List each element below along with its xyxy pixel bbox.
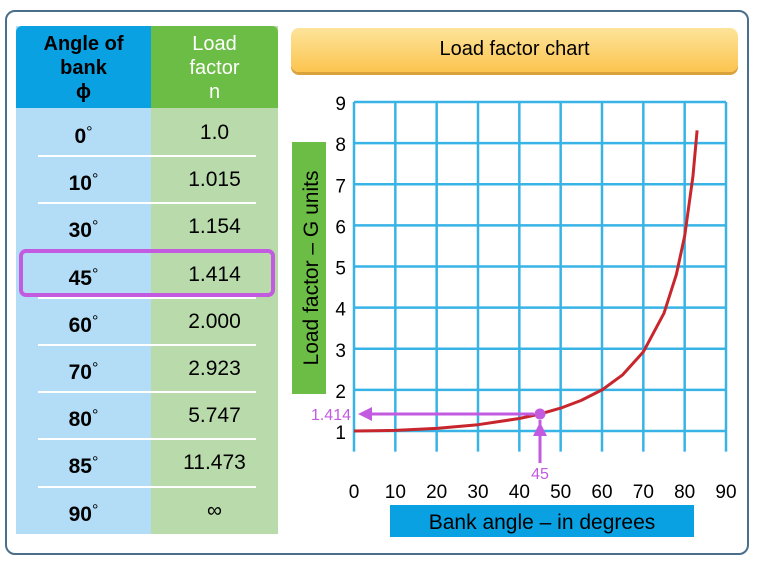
y-axis-label: Load factor – G units bbox=[300, 171, 323, 366]
table-row: 90° ∞ bbox=[16, 487, 278, 534]
load-factor-cell: 5.747 bbox=[188, 404, 241, 428]
x-tick-label: 50 bbox=[550, 482, 571, 503]
table-row: 85° 11.473 bbox=[16, 439, 278, 486]
load-header-line2: factor bbox=[189, 57, 240, 79]
load-column bbox=[151, 26, 278, 534]
x-tick-label: 60 bbox=[591, 482, 612, 503]
bank-angle-value: 90 bbox=[68, 502, 92, 526]
annotation-y-value: 1.414 bbox=[311, 407, 351, 424]
annotation-point bbox=[534, 408, 546, 420]
x-tick-label: 20 bbox=[426, 482, 447, 503]
bank-angle-cell: 10° bbox=[16, 156, 151, 203]
x-axis-label-background bbox=[390, 505, 694, 537]
x-tick-label: 40 bbox=[509, 482, 530, 503]
x-tick-label: 90 bbox=[715, 482, 736, 503]
load-factor-cell: 1.0 bbox=[199, 121, 230, 144]
load-factor-table: Angle of bank ϕ Load factor n 0° 1.0 10° 1.… bbox=[16, 26, 278, 534]
bank-angle-value: 85 bbox=[68, 455, 92, 479]
degree-symbol: ° bbox=[86, 124, 93, 141]
bank-angle-value: 30 bbox=[68, 219, 92, 243]
x-axis-label: Bank angle – in degrees bbox=[429, 511, 656, 534]
table-row: 30° 1.154 bbox=[16, 203, 278, 250]
table-row: 10° 1.015 bbox=[16, 156, 278, 203]
angle-header: Angle of bank ϕ bbox=[16, 26, 151, 108]
row-separator bbox=[38, 344, 256, 346]
load-factor-cell: 1.414 bbox=[188, 262, 241, 286]
bank-angle-cell: 45° bbox=[16, 251, 151, 298]
table-row: 70° 2.923 bbox=[16, 345, 278, 392]
annotation-up-arrowhead bbox=[533, 421, 547, 436]
degree-symbol: ° bbox=[91, 501, 99, 519]
y-axis-label-background bbox=[292, 142, 326, 394]
degree-symbol: ° bbox=[91, 171, 99, 189]
degree-symbol: ° bbox=[91, 265, 99, 283]
bank-angle-cell: 80° bbox=[16, 392, 151, 439]
annotation-left-arrowhead bbox=[358, 406, 372, 421]
degree-symbol: ° bbox=[91, 360, 99, 377]
bank-angle-value: 60 bbox=[68, 313, 92, 337]
table-row: 60° 2.000 bbox=[16, 298, 278, 345]
degree-symbol: ° bbox=[91, 218, 99, 236]
angle-column bbox=[16, 26, 151, 534]
y-tick-label: 1 bbox=[335, 423, 346, 444]
bank-angle-cell: 0° bbox=[16, 109, 151, 156]
row-separator bbox=[38, 296, 256, 299]
bank-angle-cell: 30° bbox=[16, 203, 151, 250]
y-tick-label: 3 bbox=[335, 341, 346, 362]
row-separator bbox=[38, 391, 256, 394]
bank-angle-value: 70 bbox=[68, 361, 92, 384]
bank-angle-cell: 90° bbox=[16, 487, 151, 534]
row-separator bbox=[38, 155, 256, 158]
bank-angle-cell: 60° bbox=[16, 298, 151, 345]
table-row: 80° 5.747 bbox=[16, 392, 278, 439]
bank-angle-cell: 70° bbox=[16, 345, 151, 392]
bank-angle-value: 10 bbox=[68, 172, 92, 196]
angle-header-line3: ϕ bbox=[76, 81, 91, 103]
load-factor-curve bbox=[353, 130, 699, 433]
load-factor-cell: 1.154 bbox=[188, 215, 241, 239]
y-tick-label: 6 bbox=[335, 217, 346, 238]
y-tick-label: 7 bbox=[335, 176, 346, 197]
degree-symbol: ° bbox=[91, 454, 99, 472]
load-factor-cell: 2.000 bbox=[188, 309, 241, 333]
table-row: 0° 1.0 bbox=[16, 109, 278, 156]
x-tick-label: 80 bbox=[674, 482, 695, 503]
load-factor-cell: ∞ bbox=[207, 498, 222, 522]
y-tick-label: 4 bbox=[335, 300, 346, 321]
bank-angle-value: 80 bbox=[68, 408, 92, 432]
table-row: 45° 1.414 bbox=[16, 251, 278, 298]
x-tick-label: 0 bbox=[349, 482, 360, 503]
annotation-x-value: 45 bbox=[531, 466, 549, 483]
load-header-line1: Load bbox=[192, 33, 237, 55]
row-separator bbox=[38, 438, 256, 441]
bank-angle-value: 0 bbox=[74, 125, 87, 148]
bank-angle-cell: 85° bbox=[16, 439, 151, 486]
load-header-line3: n bbox=[208, 81, 221, 103]
y-tick-label: 8 bbox=[335, 135, 346, 156]
x-tick-label: 70 bbox=[633, 482, 654, 503]
load-factor-cell: 2.923 bbox=[188, 357, 241, 380]
degree-symbol: ° bbox=[91, 312, 99, 330]
row-separator bbox=[38, 202, 256, 205]
angle-header-line1: Angle of bbox=[43, 33, 124, 55]
chart-title: Load factor chart bbox=[291, 28, 738, 72]
y-tick-label: 9 bbox=[335, 94, 346, 115]
x-tick-label: 30 bbox=[467, 482, 488, 503]
x-tick-label: 10 bbox=[385, 482, 406, 503]
row-separator bbox=[38, 485, 256, 488]
y-tick-label: 5 bbox=[335, 259, 346, 280]
degree-symbol: ° bbox=[91, 407, 99, 425]
load-header: Load factor n bbox=[151, 26, 278, 108]
bank-angle-value: 45 bbox=[68, 266, 92, 290]
angle-header-line2: bank bbox=[60, 57, 107, 79]
load-factor-cell: 1.015 bbox=[188, 168, 241, 192]
highlight-box bbox=[19, 249, 275, 297]
y-tick-label: 2 bbox=[335, 382, 346, 403]
load-factor-cell: 11.473 bbox=[183, 451, 246, 475]
